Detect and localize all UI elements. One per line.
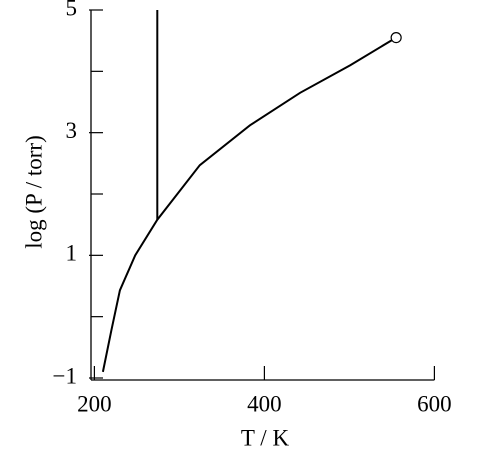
x-tick-label: 600 [417, 391, 452, 416]
x-tick-label: 400 [247, 391, 282, 416]
x-axis-label: T / K [241, 425, 290, 450]
y-tick-label: 3 [66, 118, 78, 143]
y-tick-label: −1 [53, 363, 77, 388]
y-axis-label: log (P / torr) [21, 135, 46, 249]
y-tick-label: 5 [66, 0, 78, 20]
critical-point [390, 31, 402, 44]
curve [101, 36, 397, 373]
x-tick-label: 200 [77, 391, 112, 416]
y-tick-label: 1 [66, 241, 78, 266]
